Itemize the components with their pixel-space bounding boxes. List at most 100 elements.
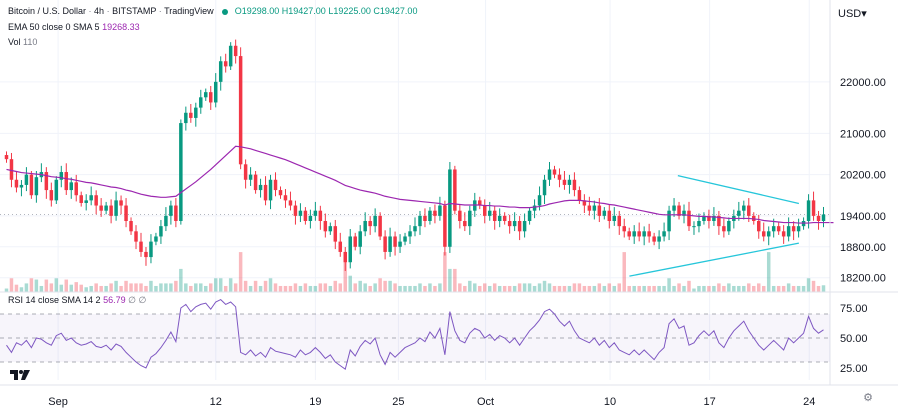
candle-body[interactable] — [796, 226, 801, 232]
volume-bar[interactable] — [607, 283, 612, 292]
candle-body[interactable] — [149, 241, 153, 258]
candle-body[interactable] — [64, 172, 69, 191]
candle-body[interactable] — [453, 169, 457, 211]
volume-bar[interactable] — [786, 283, 791, 292]
ema-legend[interactable]: EMA 50 close 0 SMA 5 19268.33 — [8, 22, 140, 32]
candle-body[interactable] — [443, 205, 447, 247]
volume-bar[interactable] — [443, 252, 447, 292]
volume-bar[interactable] — [438, 283, 442, 292]
candle-body[interactable] — [119, 200, 123, 206]
volume-bar[interactable] — [737, 285, 741, 292]
volume-bar[interactable] — [522, 283, 527, 292]
candle-body[interactable] — [213, 81, 218, 103]
volume-bar[interactable] — [637, 285, 641, 292]
volume-bar[interactable] — [592, 285, 597, 292]
volume-bar[interactable] — [552, 285, 557, 292]
volume-bar[interactable] — [223, 285, 228, 292]
volume-bar[interactable] — [752, 285, 756, 292]
volume-bar[interactable] — [24, 283, 29, 292]
candle-body[interactable] — [532, 205, 537, 211]
candle-body[interactable] — [786, 226, 791, 237]
volume-bar[interactable] — [99, 285, 103, 292]
volume-bar[interactable] — [572, 283, 577, 292]
candle-body[interactable] — [204, 92, 208, 98]
volume-bar[interactable] — [258, 285, 263, 292]
volume-bar[interactable] — [747, 283, 751, 292]
candle-body[interactable] — [562, 179, 567, 185]
rsi-line[interactable] — [6, 298, 824, 371]
candle-body[interactable] — [806, 200, 811, 221]
volume-bar[interactable] — [119, 285, 123, 292]
candle-body[interactable] — [507, 221, 512, 227]
volume-bar[interactable] — [821, 285, 826, 292]
candle-body[interactable] — [144, 251, 148, 258]
volume-bar[interactable] — [761, 285, 766, 292]
candle-body[interactable] — [59, 172, 64, 180]
volume-bar[interactable] — [253, 280, 258, 292]
volume-bar[interactable] — [14, 284, 19, 292]
candle-body[interactable] — [662, 231, 666, 237]
volume-bar[interactable] — [492, 283, 497, 292]
candle-body[interactable] — [104, 205, 108, 211]
volume-bar[interactable] — [776, 285, 781, 292]
volume-bar[interactable] — [632, 285, 636, 292]
candle-body[interactable] — [697, 221, 701, 227]
candle-body[interactable] — [757, 221, 761, 232]
volume-bar[interactable] — [672, 285, 676, 292]
candle-body[interactable] — [298, 210, 303, 216]
candle-body[interactable] — [228, 45, 233, 67]
candle-body[interactable] — [273, 179, 278, 191]
volume-bar[interactable] — [617, 283, 621, 292]
candle-body[interactable] — [129, 221, 133, 232]
volume-bar[interactable] — [268, 278, 273, 292]
candle-body[interactable] — [517, 221, 522, 232]
candle-body[interactable] — [19, 184, 24, 188]
volume-bar[interactable] — [333, 280, 338, 292]
ema-50-line[interactable] — [6, 145, 834, 224]
volume-bar[interactable] — [408, 285, 412, 292]
candle-body[interactable] — [597, 205, 602, 216]
candle-body[interactable] — [652, 236, 656, 242]
candle-body[interactable] — [154, 236, 158, 242]
candle-body[interactable] — [223, 61, 228, 67]
volume-bar[interactable] — [771, 285, 776, 292]
candle-body[interactable] — [527, 210, 532, 221]
candle-body[interactable] — [124, 205, 128, 221]
volume-bar[interactable] — [44, 279, 49, 292]
volume-bar[interactable] — [757, 283, 761, 292]
volume-bar[interactable] — [582, 285, 587, 292]
volume-bar[interactable] — [69, 284, 73, 292]
candle-body[interactable] — [253, 174, 258, 191]
candle-body[interactable] — [468, 210, 472, 227]
candle-body[interactable] — [313, 210, 318, 216]
volume-bar[interactable] — [39, 285, 44, 292]
volume-bar[interactable] — [273, 283, 278, 292]
candle-body[interactable] — [89, 195, 93, 201]
candle-body[interactable] — [433, 210, 437, 216]
volume-bar[interactable] — [144, 285, 148, 292]
volume-bar[interactable] — [677, 283, 681, 292]
candle-body[interactable] — [552, 169, 557, 175]
volume-bar[interactable] — [463, 285, 467, 292]
volume-bar[interactable] — [318, 283, 323, 292]
candle-body[interactable] — [288, 200, 293, 206]
volume-bar[interactable] — [423, 285, 427, 292]
candle-body[interactable] — [194, 107, 198, 118]
candle-body[interactable] — [647, 231, 651, 237]
volume-bar[interactable] — [806, 278, 811, 292]
candle-body[interactable] — [238, 56, 243, 165]
candle-body[interactable] — [54, 179, 59, 201]
candle-body[interactable] — [418, 215, 422, 227]
candle-body[interactable] — [682, 210, 686, 216]
candle-body[interactable] — [9, 159, 14, 180]
volume-bar[interactable] — [263, 280, 268, 292]
candle-body[interactable] — [547, 169, 552, 180]
trendline-upper[interactable] — [677, 175, 800, 205]
candle-body[interactable] — [672, 205, 676, 211]
volume-bar[interactable] — [368, 285, 372, 292]
volume-bar[interactable] — [179, 268, 183, 292]
volume-bar[interactable] — [801, 285, 806, 292]
volume-bar[interactable] — [238, 252, 243, 292]
